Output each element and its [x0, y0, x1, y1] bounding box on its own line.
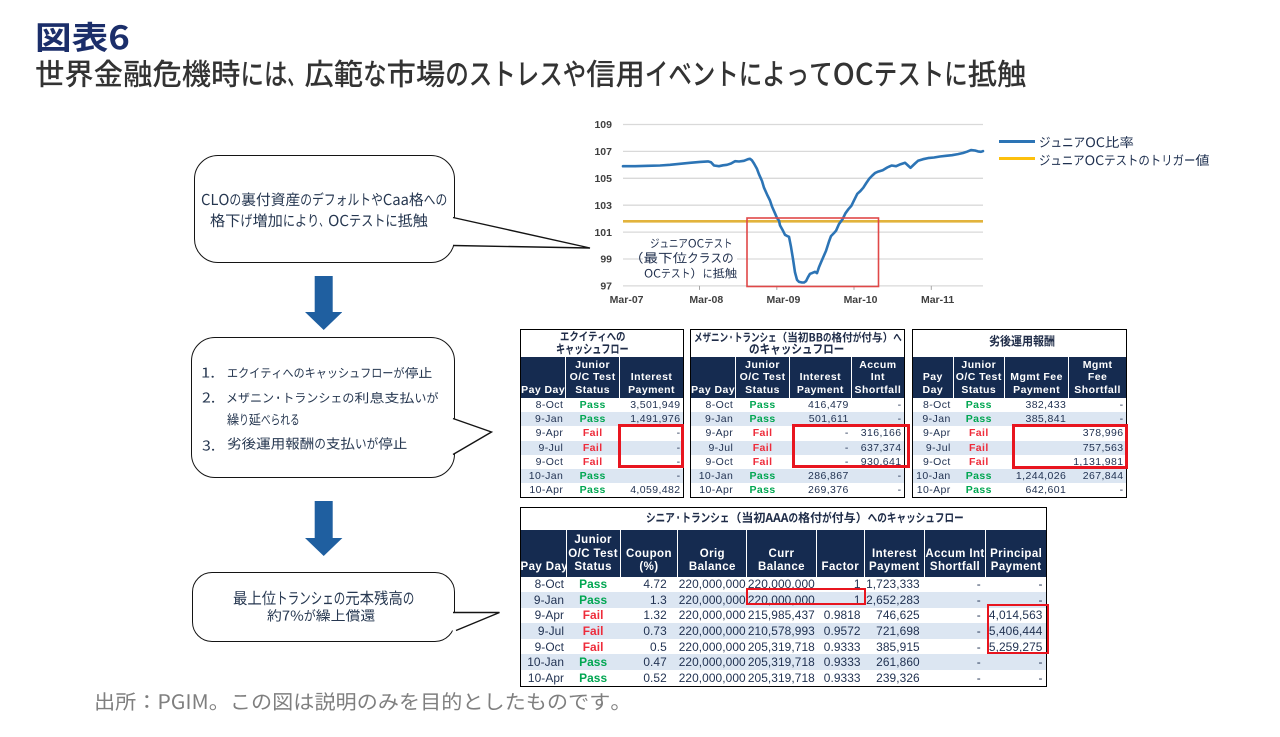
- svg-text:103: 103: [594, 200, 612, 212]
- svg-text:105: 105: [594, 173, 612, 185]
- svg-text:Mar-10: Mar-10: [844, 294, 878, 306]
- svg-text:109: 109: [594, 119, 612, 131]
- svg-text:Mar-09: Mar-09: [766, 294, 800, 306]
- svg-text:Mar-11: Mar-11: [921, 294, 954, 306]
- svg-text:99: 99: [600, 254, 612, 266]
- svg-text:107: 107: [594, 146, 612, 158]
- svg-text:97: 97: [600, 281, 612, 293]
- svg-text:101: 101: [594, 227, 612, 239]
- svg-text:Mar-07: Mar-07: [610, 294, 644, 306]
- svg-text:Mar-08: Mar-08: [689, 294, 723, 306]
